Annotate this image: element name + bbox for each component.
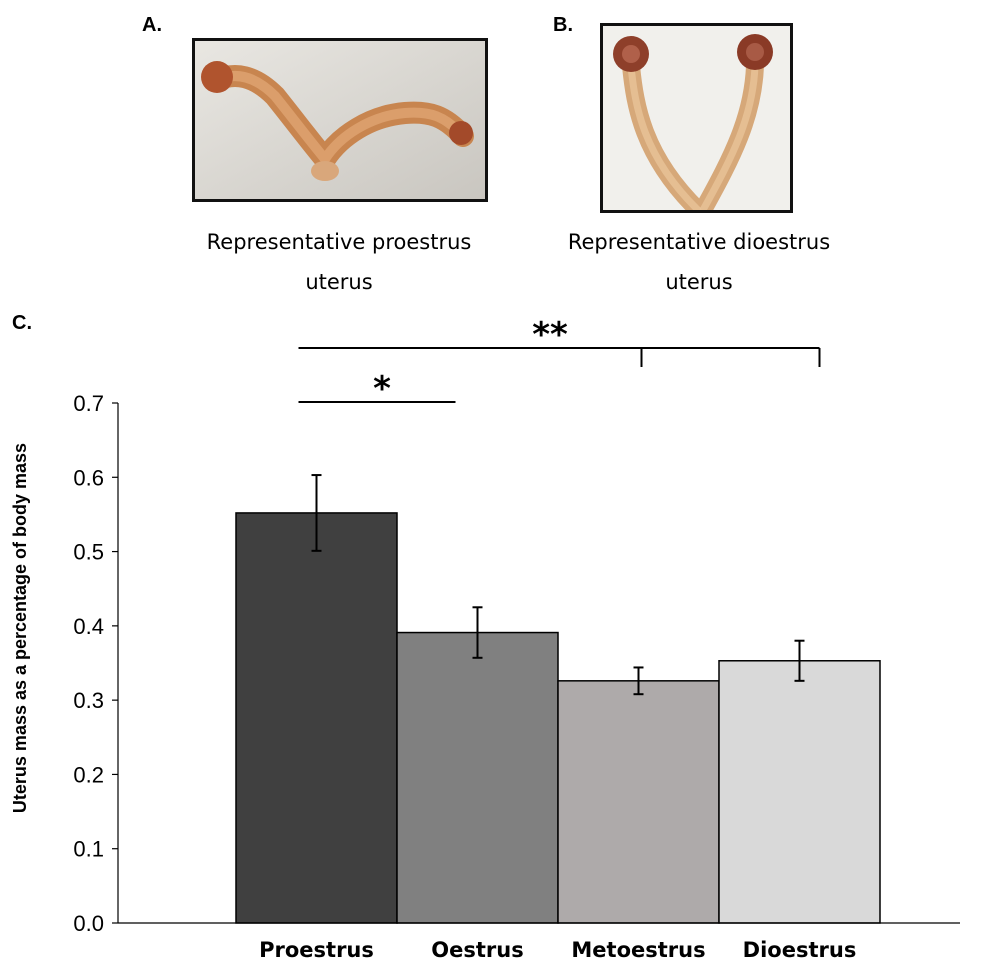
- y-tick-label: 0.5: [73, 540, 104, 565]
- x-tick-label-metoestrus: Metoestrus: [571, 938, 705, 959]
- bar-proestrus: [235, 512, 398, 924]
- sig-label-single: *: [373, 369, 391, 409]
- panel-a-caption-line1: Representative proestrus: [206, 230, 472, 254]
- y-tick-label: 0.2: [73, 762, 104, 787]
- significance-brackets: ***: [298, 315, 821, 409]
- bars: [235, 474, 881, 924]
- panel-b-label: B.: [553, 14, 573, 36]
- bar-metoestrus: [557, 680, 720, 924]
- bar-oestrus: [396, 631, 559, 924]
- x-tick-label-proestrus: Proestrus: [259, 938, 374, 959]
- panel-c-label: C.: [12, 312, 32, 334]
- x-tick-label-dioestrus: Dioestrus: [743, 938, 857, 959]
- y-tick-label: 0.6: [73, 465, 104, 490]
- dioestrus-uterus-photo: [600, 23, 793, 213]
- x-axis: Proestrus Oestrus Metoestrus Dioestrus: [118, 922, 960, 959]
- x-tick-label-oestrus: Oestrus: [431, 938, 523, 959]
- panel-b-caption: Representative dioestrus uterus: [536, 222, 862, 302]
- sig-label-double: **: [532, 315, 568, 355]
- panel-b-caption-line1: Representative dioestrus: [567, 230, 831, 254]
- dioestrus-uterus-image: [603, 26, 790, 210]
- panel-b-caption-line2: uterus: [665, 270, 733, 294]
- y-tick-label: 0.3: [73, 688, 104, 713]
- proestrus-uterus-image: [195, 41, 485, 199]
- proestrus-uterus-photo: [192, 38, 488, 202]
- y-axis: 0.0 0.1 0.2 0.3 0.4 0.5 0.6 0.7: [73, 391, 119, 936]
- y-tick-label: 0.7: [73, 391, 104, 416]
- panel-a-caption-line2: uterus: [305, 270, 373, 294]
- panel-a-label: A.: [142, 14, 162, 36]
- panel-a-caption: Representative proestrus uterus: [176, 222, 502, 302]
- y-tick-label: 0.4: [73, 614, 104, 639]
- bar-dioestrus: [718, 660, 881, 924]
- y-axis-label: Uterus mass as a percentage of body mass: [10, 443, 30, 813]
- y-tick-label: 0.0: [73, 911, 104, 936]
- y-tick-label: 0.1: [73, 837, 104, 862]
